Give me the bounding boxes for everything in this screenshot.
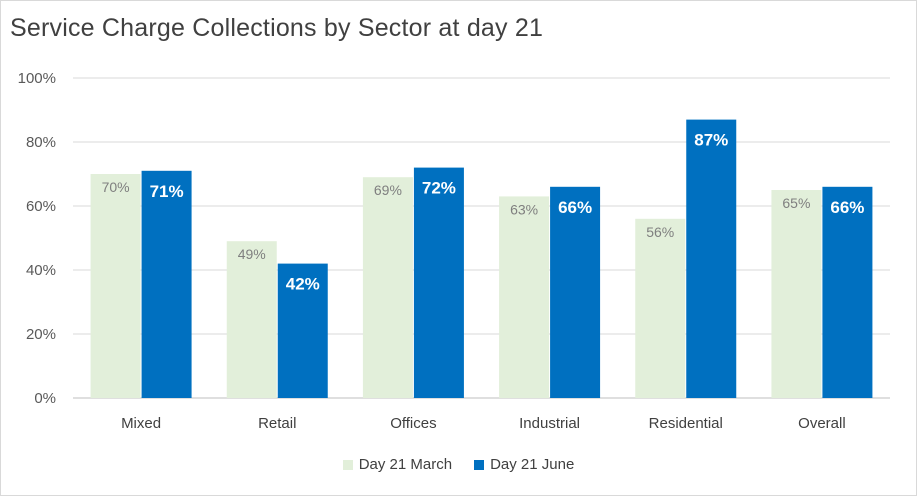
bars xyxy=(90,119,873,398)
legend-label-march: Day 21 March xyxy=(358,456,453,473)
bar-march-offices xyxy=(362,177,413,398)
category-label: Residential xyxy=(649,415,723,432)
y-tick-label: 40% xyxy=(26,262,56,279)
bar-march-residential xyxy=(635,218,686,398)
data-label-march: 49% xyxy=(238,246,266,262)
y-axis-ticks: 0% 20% 40% 60% 80% 100% xyxy=(18,70,56,407)
data-label-june: 66% xyxy=(558,198,592,217)
bar-june-residential xyxy=(686,119,737,398)
bar-june-overall xyxy=(822,186,873,398)
x-axis-categories: Mixed Retail Offices Industrial Residential O… xyxy=(121,415,846,432)
data-labels: 70% 71% 49% 42% 69% 72% 63% 66% 56% 87% 65% 66% xyxy=(102,131,865,294)
bar-june-mixed xyxy=(141,170,192,398)
data-label-june: 71% xyxy=(150,182,184,201)
data-label-march: 70% xyxy=(102,179,130,195)
category-label: Mixed xyxy=(121,415,161,432)
legend-item-june: Day 21 June xyxy=(474,456,574,473)
y-tick-label: 20% xyxy=(26,326,56,343)
bar-march-mixed xyxy=(90,174,141,398)
bar-june-retail xyxy=(277,263,328,398)
gridlines xyxy=(73,77,890,399)
data-label-june: 72% xyxy=(422,179,456,198)
data-label-march: 63% xyxy=(510,201,538,217)
data-label-march: 65% xyxy=(782,195,810,211)
bar-march-overall xyxy=(771,190,822,398)
bar-june-offices xyxy=(413,167,464,398)
legend: Day 21 March Day 21 June xyxy=(0,456,917,473)
legend-swatch-june xyxy=(474,459,485,470)
y-tick-label: 0% xyxy=(34,390,56,407)
data-label-march: 69% xyxy=(374,182,402,198)
category-label: Offices xyxy=(390,415,436,432)
data-label-march: 56% xyxy=(646,224,674,240)
chart-title: Service Charge Collections by Sector at … xyxy=(10,14,544,42)
data-label-june: 87% xyxy=(694,131,728,150)
category-label: Overall xyxy=(798,415,846,432)
y-tick-label: 100% xyxy=(18,70,56,87)
category-label: Retail xyxy=(258,415,296,432)
y-tick-label: 60% xyxy=(26,198,56,215)
data-label-june: 66% xyxy=(830,198,864,217)
bar-march-industrial xyxy=(499,196,550,398)
category-label: Industrial xyxy=(519,415,580,432)
legend-swatch-march xyxy=(342,459,353,470)
bar-march-retail xyxy=(226,241,277,398)
legend-item-march: Day 21 March xyxy=(342,456,453,473)
bar-june-industrial xyxy=(550,186,601,398)
data-label-june: 42% xyxy=(286,275,320,294)
y-tick-label: 80% xyxy=(26,134,56,151)
legend-label-june: Day 21 June xyxy=(490,456,575,473)
